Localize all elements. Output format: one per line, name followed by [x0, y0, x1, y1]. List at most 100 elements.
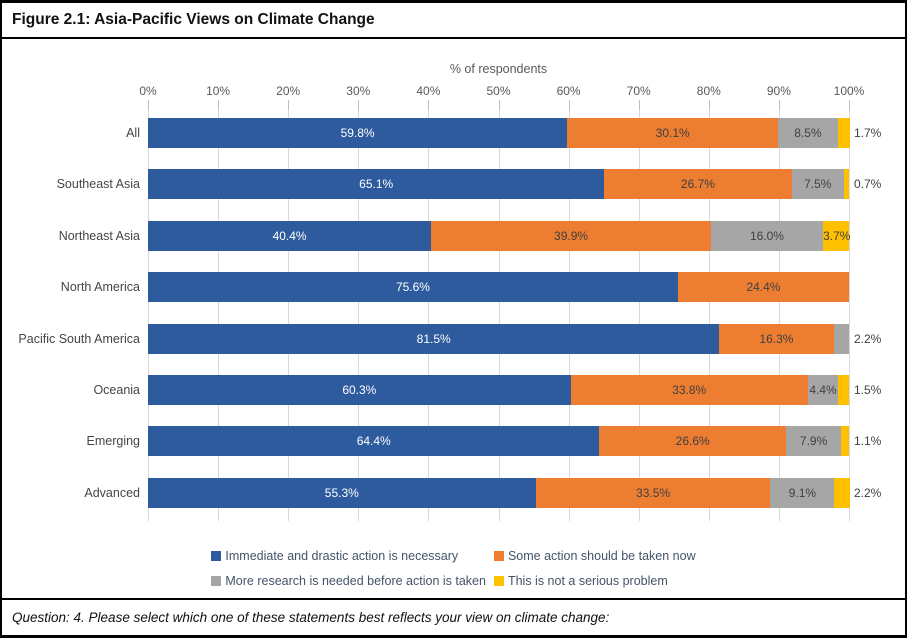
- gridline: [498, 110, 500, 521]
- legend-item-label: This is not a serious problem: [507, 574, 668, 588]
- bar-segment: [148, 323, 720, 354]
- bar-data-label: 40.4%: [272, 228, 307, 243]
- bar-data-label: 75.6%: [395, 280, 430, 295]
- category-label: North America: [60, 280, 140, 295]
- bar-data-label: 16.0%: [749, 228, 784, 243]
- gridline: [849, 110, 850, 521]
- bar-segment: [148, 169, 605, 200]
- axis-tick-label: 50%: [486, 84, 511, 98]
- bar-data-label: 55.3%: [324, 485, 359, 500]
- bar-segment: [599, 426, 786, 457]
- axis-tick-label: 0%: [139, 84, 157, 98]
- bar-data-label: 33.5%: [636, 485, 671, 500]
- gridline: [638, 110, 640, 521]
- bar-segment: [710, 220, 824, 251]
- bar-segment: [570, 374, 808, 405]
- axis-tick: [148, 100, 149, 110]
- category-label: Pacific South America: [18, 331, 140, 346]
- legend-color-swatch: [493, 576, 504, 586]
- bar-data-label: 65.1%: [359, 177, 394, 192]
- axis-tick-label: 100%: [833, 84, 865, 98]
- bar-segment: [778, 118, 838, 148]
- bar-data-label: 81.5%: [416, 331, 451, 346]
- legend-item-label: More research is needed before action is…: [225, 574, 486, 588]
- category-label: All: [126, 126, 140, 140]
- axis-tick: [358, 100, 360, 110]
- bar-data-label: 26.7%: [680, 177, 715, 192]
- bar-segment: [770, 477, 835, 508]
- legend-item: Some action should be taken now: [493, 548, 696, 564]
- legend-item-label: Immediate and drastic action is necessar…: [225, 549, 459, 563]
- axis-tick: [638, 100, 640, 110]
- bar-data-label: 33.8%: [672, 382, 707, 397]
- axis-tick: [218, 100, 220, 110]
- bar-data-label: 39.9%: [554, 228, 589, 243]
- gridline: [708, 110, 710, 521]
- bar-segment: [833, 323, 849, 354]
- legend-item: Immediate and drastic action is necessar…: [211, 548, 486, 564]
- gridline: [568, 110, 570, 521]
- bar-segment: [719, 323, 834, 354]
- gridline: [358, 110, 360, 521]
- axis-tick: [568, 100, 570, 110]
- bar-data-label: 9.1%: [788, 485, 817, 500]
- bar-segment: [807, 374, 839, 405]
- category-label: Southeast Asia: [56, 177, 140, 192]
- bar-data-label: 24.4%: [746, 280, 781, 295]
- gridline: [148, 110, 149, 521]
- axis-tick: [778, 100, 780, 110]
- bar-segment: [841, 426, 849, 457]
- axis-tick-label: 60%: [556, 84, 581, 98]
- axis-tick: [428, 100, 430, 110]
- axis-tick-label: 10%: [206, 84, 231, 98]
- bar-data-label: 26.6%: [675, 434, 710, 449]
- bar-segment: [844, 169, 849, 200]
- bar-segment: [148, 272, 678, 303]
- bar-segment: [785, 426, 842, 457]
- bar-data-label: 7.9%: [799, 434, 828, 449]
- bar-segment: [148, 477, 536, 508]
- axis-tick: [288, 100, 290, 110]
- bar-outside-data-label: 0.7%: [854, 177, 882, 192]
- bar-outside-data-label: 1.1%: [854, 434, 882, 449]
- axis-tick: [849, 100, 850, 110]
- gridline: [288, 110, 290, 521]
- bar-segment: [834, 477, 850, 508]
- axis-tick: [708, 100, 710, 110]
- chart-legend: Immediate and drastic action is necessar…: [2, 548, 905, 589]
- bar-segment: [677, 272, 849, 303]
- axis-tick-label: 40%: [416, 84, 441, 98]
- bar-data-label: 3.7%: [823, 228, 851, 243]
- chart-canvas: % of respondents Immediate and drastic a…: [2, 39, 905, 598]
- bar-segment: [148, 220, 432, 251]
- bar-segment: [535, 477, 771, 508]
- bar-data-label: 64.4%: [356, 434, 391, 449]
- bar-outside-data-label: 1.5%: [854, 382, 882, 397]
- axis-tick-label: 90%: [766, 84, 791, 98]
- bar-segment: [567, 118, 779, 148]
- legend-item: More research is needed before action is…: [211, 573, 486, 589]
- legend-item-label: Some action should be taken now: [507, 549, 696, 563]
- bar-data-label: 7.5%: [804, 177, 832, 192]
- bar-segment: [431, 220, 711, 251]
- bar-data-label: 30.1%: [655, 126, 690, 140]
- bar-data-label: 8.5%: [794, 126, 822, 140]
- bar-segment: [791, 169, 845, 200]
- bar-segment: [148, 426, 600, 457]
- figure-title: Figure 2.1: Asia-Pacific Views on Climat…: [2, 3, 905, 39]
- category-label: Emerging: [86, 434, 141, 449]
- axis-tick-label: 30%: [346, 84, 371, 98]
- axis-tick-label: 20%: [276, 84, 301, 98]
- bar-outside-data-label: 2.2%: [854, 485, 882, 500]
- gridline: [218, 110, 220, 521]
- bar-data-label: 16.3%: [759, 331, 794, 346]
- bar-data-label: 4.4%: [809, 382, 837, 397]
- axis-tick-label: 70%: [626, 84, 651, 98]
- category-label: Oceania: [93, 382, 140, 397]
- axis-tick-label: 80%: [696, 84, 721, 98]
- category-label: Northeast Asia: [58, 228, 140, 243]
- category-label: Advanced: [84, 485, 140, 500]
- bar-segment: [604, 169, 792, 200]
- question-footnote: Question: 4. Please select which one of …: [2, 598, 905, 635]
